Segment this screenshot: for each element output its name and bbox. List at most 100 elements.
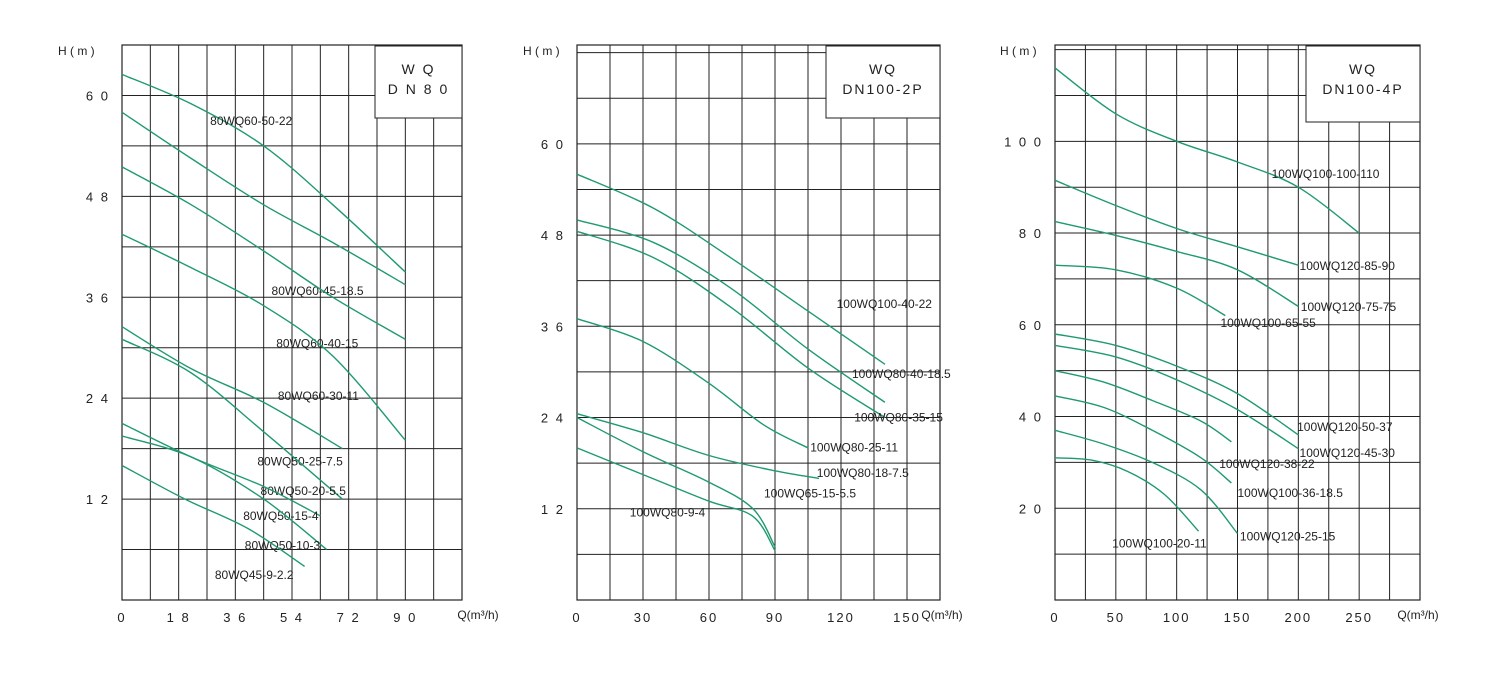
x-tick-label: 7 2 (337, 610, 361, 625)
y-tick-label: 6 0 (86, 88, 110, 103)
y-tick-label: 4 0 (1019, 410, 1043, 425)
y-tick-label: 2 4 (541, 411, 565, 426)
x-tick-label: 0 (572, 610, 581, 625)
series-label: 100WQ120-25-15 (1240, 529, 1336, 543)
series-curve-80WQ60-30-11 (121, 233, 406, 441)
y-tick-label: 1 2 (541, 502, 565, 517)
x-tick-label: 150 (893, 610, 921, 625)
series-label: 100WQ80-40-18.5 (852, 367, 951, 381)
series-curve-100WQ80-25-11 (576, 318, 809, 449)
y-axis-label: H ( m ) (58, 44, 95, 58)
x-axis-label: Q(m³/h) (921, 608, 962, 622)
series-label: 100WQ120-75-75 (1301, 300, 1397, 314)
y-tick-label: 1 0 0 (1004, 134, 1043, 149)
y-axis-label: H ( m ) (523, 44, 560, 58)
x-tick-label: 50 (1107, 610, 1125, 625)
series-label: 100WQ100-100-110 (1272, 167, 1380, 181)
series-curve-100WQ100-20-11 (1054, 457, 1200, 532)
series-label: 80WQ60-45-18.5 (272, 284, 364, 298)
y-tick-label: 2 0 (1019, 501, 1043, 516)
series-curve-80WQ60-50-22 (121, 73, 406, 273)
series-label: 80WQ60-40-15 (276, 337, 358, 351)
y-tick-label: 8 0 (1019, 226, 1043, 241)
y-tick-label: 4 8 (86, 189, 110, 204)
y-tick-label: 6 0 (1019, 318, 1043, 333)
series-curve-80WQ45-9-2.2 (121, 464, 305, 567)
x-tick-label: 3 6 (223, 610, 247, 625)
x-tick-label: 150 (1224, 610, 1252, 625)
x-tick-label: 30 (634, 610, 652, 625)
series-label: 80WQ60-50-22 (210, 114, 292, 128)
x-tick-label: 120 (827, 610, 855, 625)
x-tick-label: 0 (1050, 610, 1059, 625)
series-curve-80WQ50-15-4 (121, 422, 321, 517)
series-label: 80WQ50-10-3 (245, 539, 321, 553)
series-curve-80WQ60-40-15 (121, 166, 406, 340)
title-box (825, 45, 941, 119)
series-curve-100WQ120-85-90 (1054, 179, 1299, 266)
x-tick-label: 100 (1163, 610, 1191, 625)
x-axis-label: Q(m³/h) (457, 608, 498, 622)
series-label: 100WQ80-9-4 (630, 505, 706, 519)
series-curve-80WQ60-45-18.5 (121, 111, 406, 286)
series-curve-100WQ100-36-18.5 (1054, 395, 1232, 484)
title-box-line: WQ (869, 61, 897, 77)
title-box-line: WQ (1349, 61, 1377, 77)
x-tick-label: 200 (1284, 610, 1312, 625)
series-label: 80WQ60-30-11 (278, 389, 359, 403)
chart-panel-3: 100WQ100-100-110 100WQ120-85-90 100WQ120-7… (1000, 44, 1439, 625)
series-label: 100WQ100-40-22 (837, 297, 933, 311)
title-box (374, 45, 463, 119)
x-axis-label: Q(m³/h) (1397, 608, 1438, 622)
chart-panel-1: 80WQ60-50-22 80WQ60-45-18.5 80WQ60-40-15 80… (58, 44, 499, 625)
title-box-line: DN100-4P (1322, 81, 1403, 97)
series-curve-100WQ80-18-7.5 (576, 413, 820, 480)
title-box (1305, 45, 1421, 123)
x-tick-label: 9 0 (393, 610, 417, 625)
title-box-line: D N 8 0 (388, 81, 449, 97)
chart-panel-2: 100WQ100-40-22 100WQ80-40-18.5 100WQ80-35-… (523, 44, 963, 625)
series-curve-80WQ50-10-3 (121, 435, 328, 551)
x-tick-label: 1 8 (167, 610, 191, 625)
series-curve-100WQ80-9-4 (576, 447, 776, 551)
series-label: 80WQ50-15-4 (243, 509, 319, 523)
series-curve-100WQ120-45-30 (1054, 344, 1299, 450)
title-box-line: W Q (402, 61, 436, 77)
x-tick-label: 60 (700, 610, 718, 625)
y-tick-label: 1 2 (86, 492, 110, 507)
series-curve-100WQ120-25-15 (1054, 429, 1239, 534)
series-label: 100WQ120-45-30 (1300, 446, 1396, 460)
x-tick-label: 90 (766, 610, 784, 625)
series-curve-100WQ120-75-75 (1054, 220, 1299, 307)
series-label: 100WQ80-25-11 (810, 441, 898, 455)
series-label: 100WQ80-18-7.5 (817, 466, 909, 480)
series-curve-100WQ80-40-18.5 (576, 219, 886, 403)
series-label: 100WQ100-65-55 (1220, 316, 1316, 330)
series-curve-100WQ100-100-110 (1054, 67, 1360, 234)
series-label: 80WQ50-25-7.5 (257, 454, 343, 468)
plot-frame (1054, 44, 1421, 601)
y-tick-label: 6 0 (541, 137, 565, 152)
y-axis-label: H ( m ) (1000, 44, 1037, 58)
series-curve-100WQ100-65-55 (1054, 264, 1226, 317)
series-label: 100WQ65-15-5.5 (764, 486, 856, 500)
series-label: 80WQ50-20-5.5 (261, 484, 347, 498)
series-curve-80WQ50-20-5.5 (121, 338, 343, 500)
y-tick-label: 2 4 (86, 391, 110, 406)
title-box-line: DN100-2P (842, 81, 923, 97)
x-tick-label: 5 4 (280, 610, 304, 625)
series-label: 100WQ100-36-18.5 (1238, 486, 1344, 500)
series-label: 100WQ80-35-15 (854, 410, 943, 424)
y-tick-label: 4 8 (541, 228, 565, 243)
y-tick-label: 3 6 (541, 319, 565, 334)
series-curve-100WQ80-35-15 (576, 230, 886, 419)
series-curve-100WQ100-40-22 (576, 173, 886, 365)
x-tick-label: 250 (1345, 610, 1373, 625)
x-tick-label: 0 (117, 610, 126, 625)
series-label: 100WQ100-20-11 (1112, 536, 1207, 550)
series-label: 100WQ120-85-90 (1300, 259, 1396, 273)
y-tick-label: 3 6 (86, 290, 110, 305)
series-curve-100WQ120-38-22 (1054, 370, 1232, 443)
series-curve-100WQ65-15-5.5 (576, 416, 776, 548)
